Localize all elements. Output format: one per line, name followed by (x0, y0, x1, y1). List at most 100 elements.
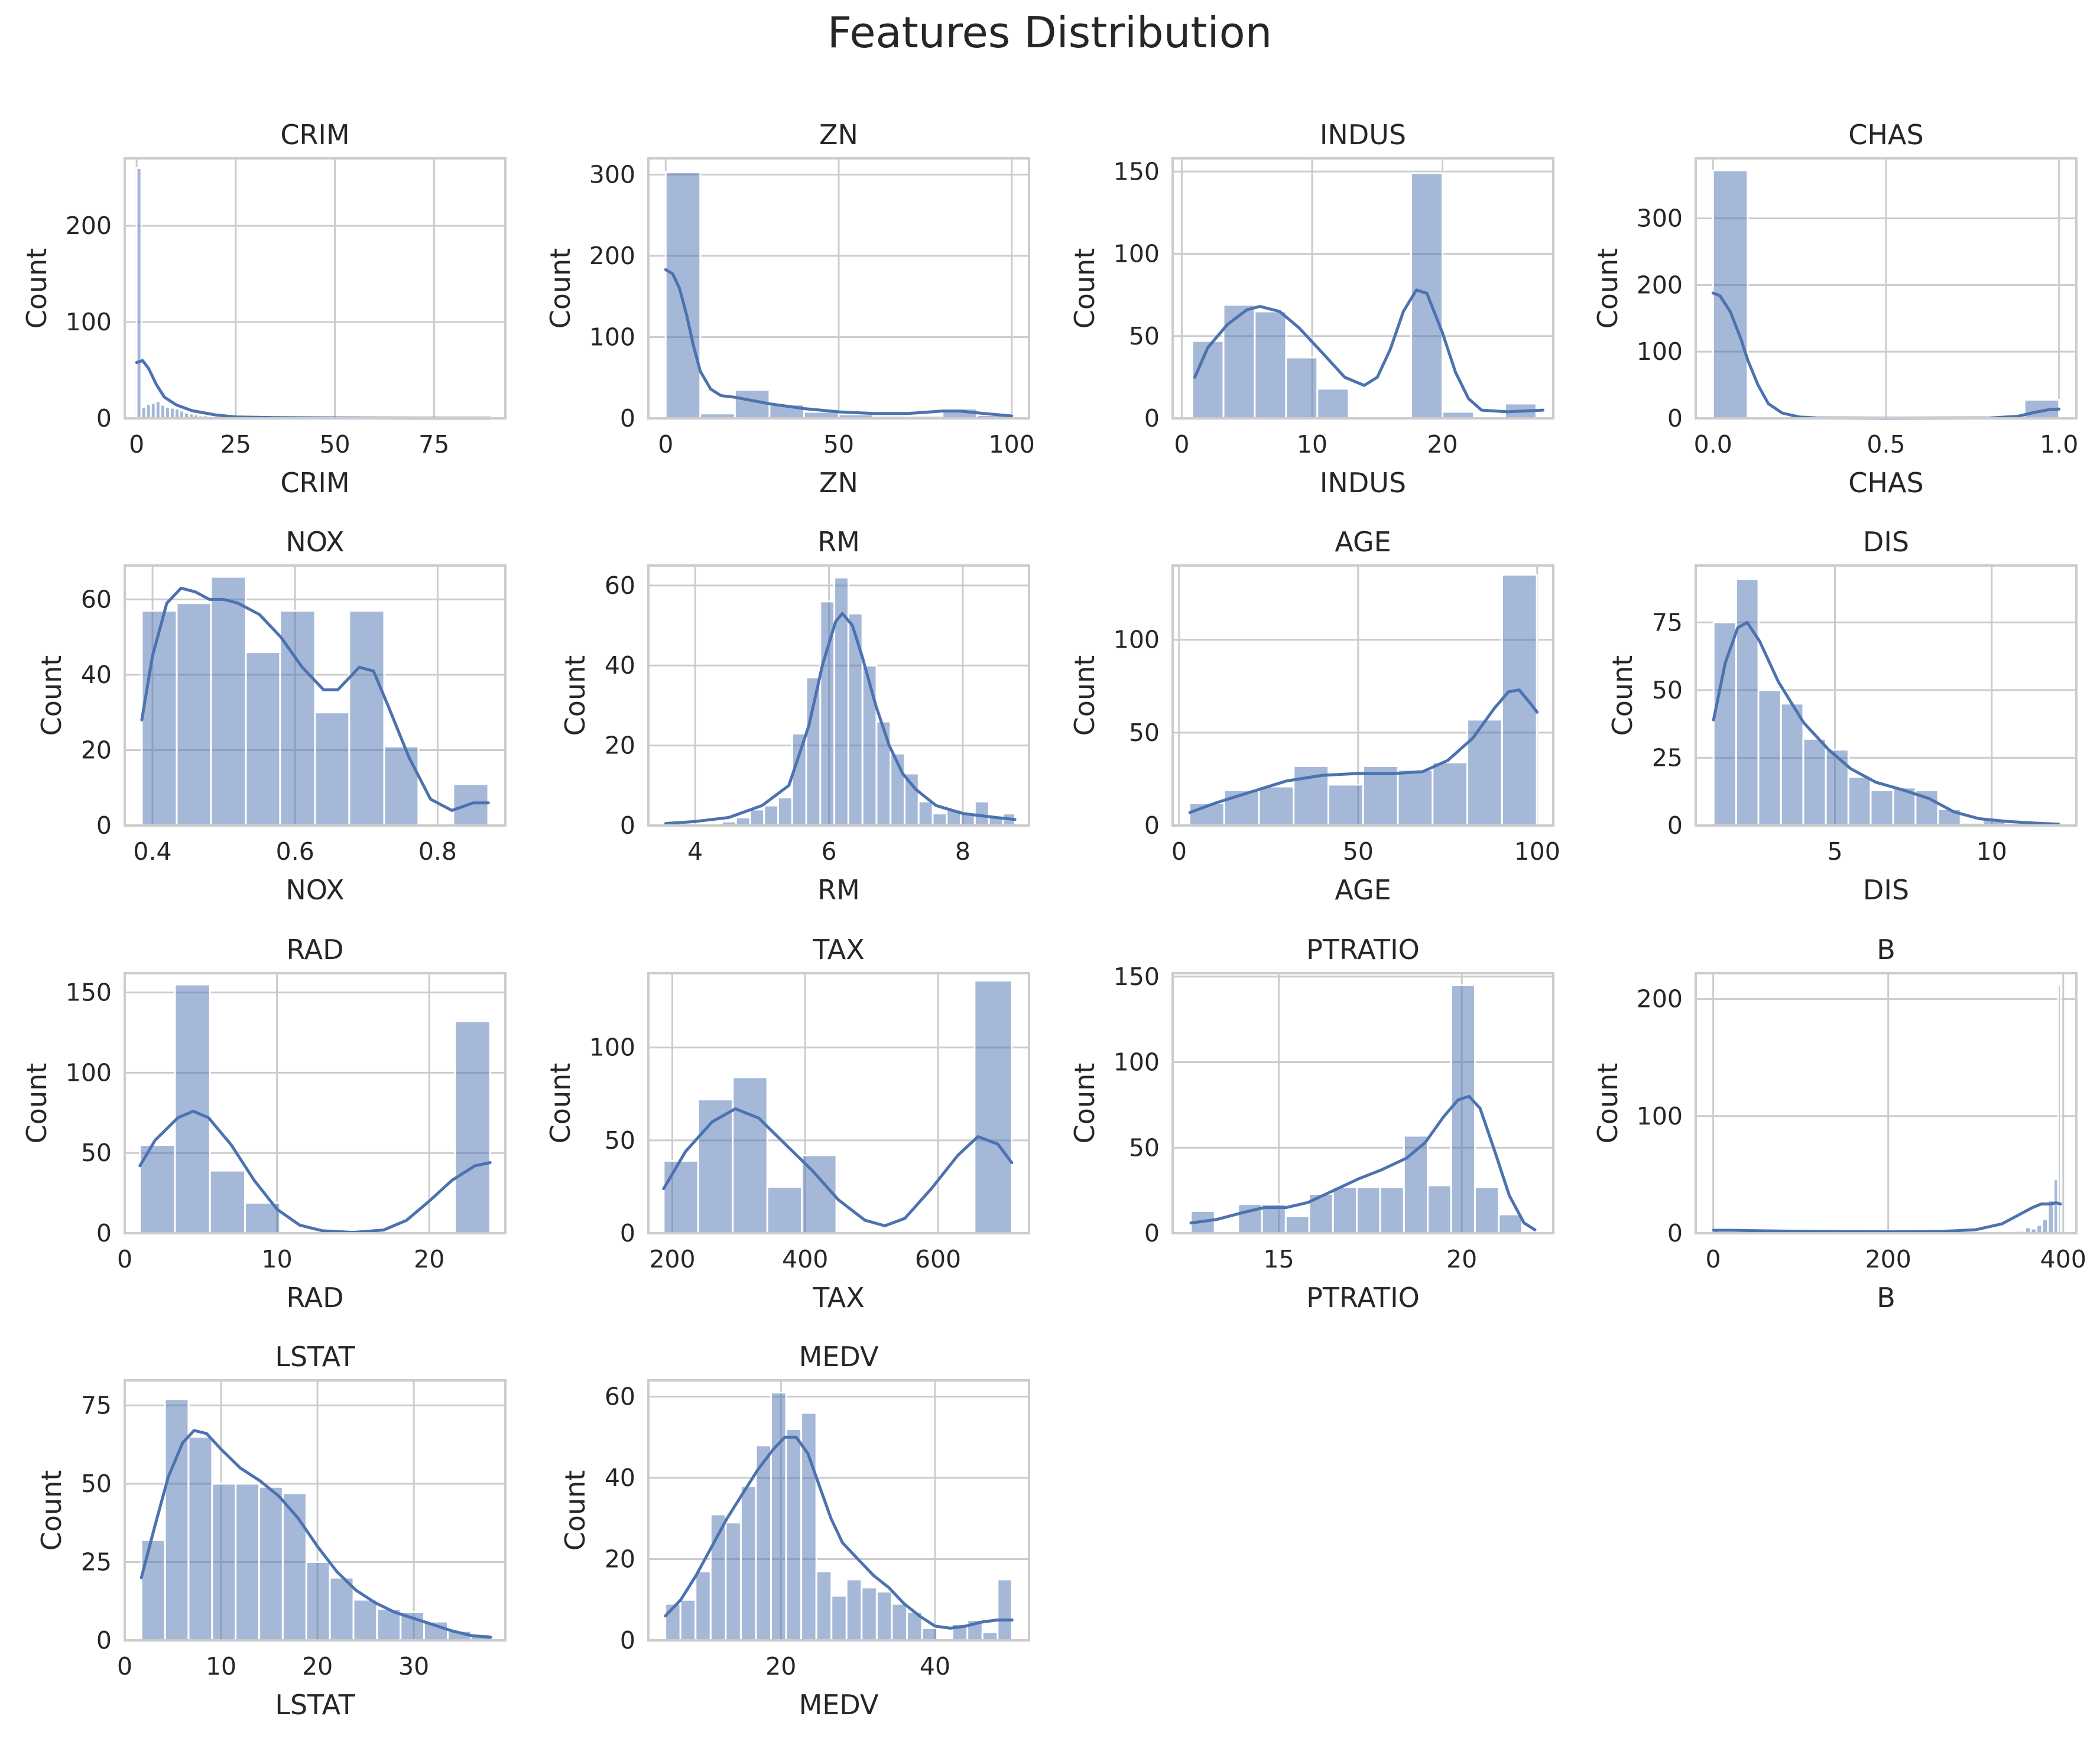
histogram-bar (174, 983, 211, 1234)
y-tick-label: 20 (605, 732, 635, 760)
x-tick-label: 15 (1263, 1245, 1294, 1273)
histogram-bar (2057, 984, 2062, 1234)
histogram-bar (815, 1570, 833, 1642)
x-tick-label: 0 (1706, 1245, 1721, 1273)
subplot-lstat: 0 10 20 30 0 25 50 75 LSTAT LSTAT Count (35, 1341, 507, 1721)
histogram-bar (305, 1561, 331, 1642)
y-tick-label: 40 (605, 651, 635, 680)
x-tick-label: 20 (414, 1245, 444, 1273)
histogram-bar (903, 772, 920, 827)
plot-frame (647, 157, 1030, 420)
x-tick-label: 4 (687, 837, 703, 866)
kde-line (664, 268, 1014, 418)
histogram-bar (861, 1587, 878, 1642)
y-axis-label: Count (35, 1470, 67, 1551)
y-tick-label: 75 (1652, 608, 1683, 636)
y-tick-label: 200 (1637, 985, 1683, 1013)
y-tick-label: 0 (96, 404, 112, 433)
plot-frame (124, 157, 507, 420)
histogram-bar (973, 980, 1013, 1234)
histogram-bar (679, 1598, 697, 1642)
histogram-bar (454, 1020, 491, 1234)
histogram-bar (1847, 776, 1872, 827)
subplot-rm: 4 6 8 0 20 40 60 RM RM Count (559, 526, 1030, 906)
subplot-title: ZN (819, 119, 858, 151)
histogram-bar (1869, 789, 1894, 827)
histogram-bar (1466, 719, 1503, 827)
kde-line (1712, 1201, 2062, 1234)
histogram-bar (1473, 1186, 1500, 1234)
histogram-bar (749, 808, 765, 827)
histogram-bar (1501, 574, 1538, 827)
y-tick-label: 100 (66, 308, 112, 336)
plot-frame (647, 1379, 1030, 1642)
kde-line (138, 1110, 492, 1234)
histogram-bar (766, 1185, 803, 1234)
histogram-bar (176, 602, 212, 827)
x-tick-label: 100 (989, 430, 1035, 459)
x-tick-label: 40 (920, 1652, 950, 1681)
x-tick-label: 600 (915, 1245, 961, 1273)
y-tick-label: 100 (1114, 626, 1160, 654)
histogram-bar (800, 1412, 817, 1642)
histogram-bar (140, 1539, 166, 1642)
kde-line (1711, 291, 2061, 420)
subplot-b: 0 200 400 0 100 200 B B Count (1592, 934, 2086, 1314)
kde-line (664, 612, 1017, 826)
y-axis-label: Count (559, 655, 591, 736)
subplot-title: AGE (1335, 526, 1391, 558)
y-tick-label: 0 (1667, 811, 1683, 840)
kde-line (1189, 1094, 1537, 1231)
histogram-bar (739, 1485, 757, 1642)
y-axis-label: Count (544, 248, 576, 329)
histogram-bar (664, 171, 702, 420)
subplot-zn: 0 50 100 0 100 200 300 ZN ZN Count (544, 119, 1035, 499)
histogram-bar (770, 1392, 787, 1642)
y-tick-label: 20 (81, 736, 112, 764)
x-tick-label: 20 (1446, 1245, 1477, 1273)
y-tick-label: 50 (1652, 676, 1683, 704)
histogram-bar (352, 1598, 378, 1642)
y-axis-label: Count (1592, 1063, 1624, 1144)
histogram-bar (1780, 703, 1804, 827)
histogram-bar (875, 1591, 893, 1642)
x-tick-label: 20 (1427, 430, 1458, 459)
histogram-bar (755, 1444, 773, 1642)
plot-frame (1695, 564, 2078, 827)
histogram-bar (921, 1627, 939, 1642)
y-tick-label: 100 (1637, 1102, 1683, 1130)
plot-frame (1171, 972, 1554, 1234)
histogram-bar (1285, 356, 1319, 420)
y-tick-label: 0 (1144, 811, 1160, 840)
histogram-bar (791, 732, 807, 827)
histogram-bar (801, 1154, 838, 1234)
x-axis-label: TAX (812, 1282, 865, 1314)
y-axis-label: Count (544, 1063, 576, 1144)
y-tick-label: 0 (1667, 1219, 1683, 1247)
y-axis-label: Count (1592, 248, 1624, 329)
plot-frame (1171, 157, 1554, 420)
x-axis-label: NOX (285, 874, 344, 906)
y-tick-label: 25 (81, 1548, 112, 1576)
y-tick-label: 100 (66, 1058, 112, 1087)
x-tick-label: 10 (1976, 837, 2007, 866)
plot-frame (1695, 157, 2078, 420)
x-axis-label: B (1877, 1282, 1895, 1314)
y-tick-label: 0 (620, 404, 635, 433)
x-axis-label: CRIM (280, 467, 349, 499)
y-tick-label: 50 (1129, 719, 1160, 747)
y-tick-label: 150 (66, 979, 112, 1007)
histogram-bar (777, 797, 793, 827)
subplot-title: B (1877, 934, 1895, 966)
x-tick-label: 0.0 (1694, 430, 1732, 459)
y-tick-label: 50 (81, 1470, 112, 1498)
histogram-bar (187, 1435, 213, 1642)
histogram-bar (735, 816, 751, 827)
subplot-title: RAD (287, 934, 344, 966)
x-tick-label: 0 (1174, 430, 1189, 459)
y-tick-label: 0 (1144, 1219, 1160, 1247)
x-tick-label: 10 (206, 1652, 236, 1681)
y-tick-label: 25 (1652, 743, 1683, 772)
x-axis-label: PTRATIO (1306, 1282, 1420, 1314)
